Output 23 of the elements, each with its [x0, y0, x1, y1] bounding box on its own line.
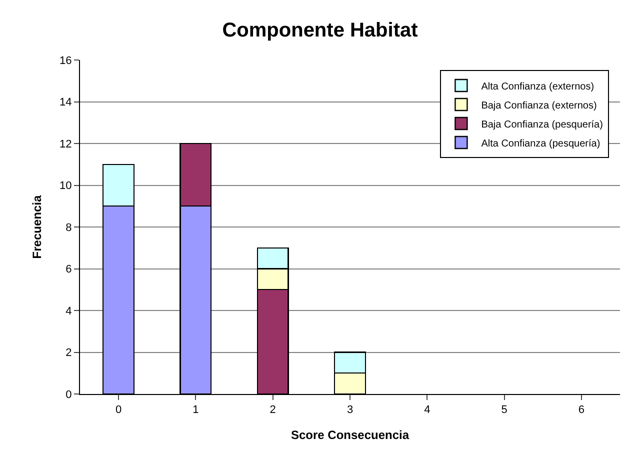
- y-tick-label: 6: [66, 264, 72, 276]
- legend-label: Baja Confianza (pesquería): [481, 119, 603, 130]
- x-tick-label: 2: [270, 404, 276, 416]
- chart-title: Componente Habitat: [222, 20, 418, 42]
- y-tick-label: 4: [66, 305, 72, 318]
- y-tick-label: 12: [60, 138, 72, 150]
- x-tick-label: 5: [501, 404, 508, 416]
- y-tick-label: 0: [66, 388, 72, 401]
- y-tick-label: 14: [60, 96, 72, 109]
- x-tick-label: 0: [116, 404, 122, 416]
- y-tick-label: 8: [66, 222, 72, 234]
- y-tick-label: 16: [60, 54, 72, 67]
- x-tick-label: 1: [192, 404, 199, 416]
- y-tick-label: 2: [66, 347, 72, 360]
- y-axis-title: Frecuencia: [30, 195, 44, 259]
- x-axis-title: Score Consecuencia: [290, 428, 410, 442]
- legend-label: Alta Confianza (externos): [481, 81, 594, 92]
- x-tick-label: 6: [578, 404, 584, 416]
- x-tick-label: 4: [424, 404, 430, 416]
- legend-label: Alta Confianza (pesquería): [481, 138, 600, 150]
- y-tick-label: 10: [60, 180, 72, 192]
- legend-label: Baja Confianza (externos): [481, 100, 597, 112]
- x-tick-label: 3: [346, 404, 354, 416]
